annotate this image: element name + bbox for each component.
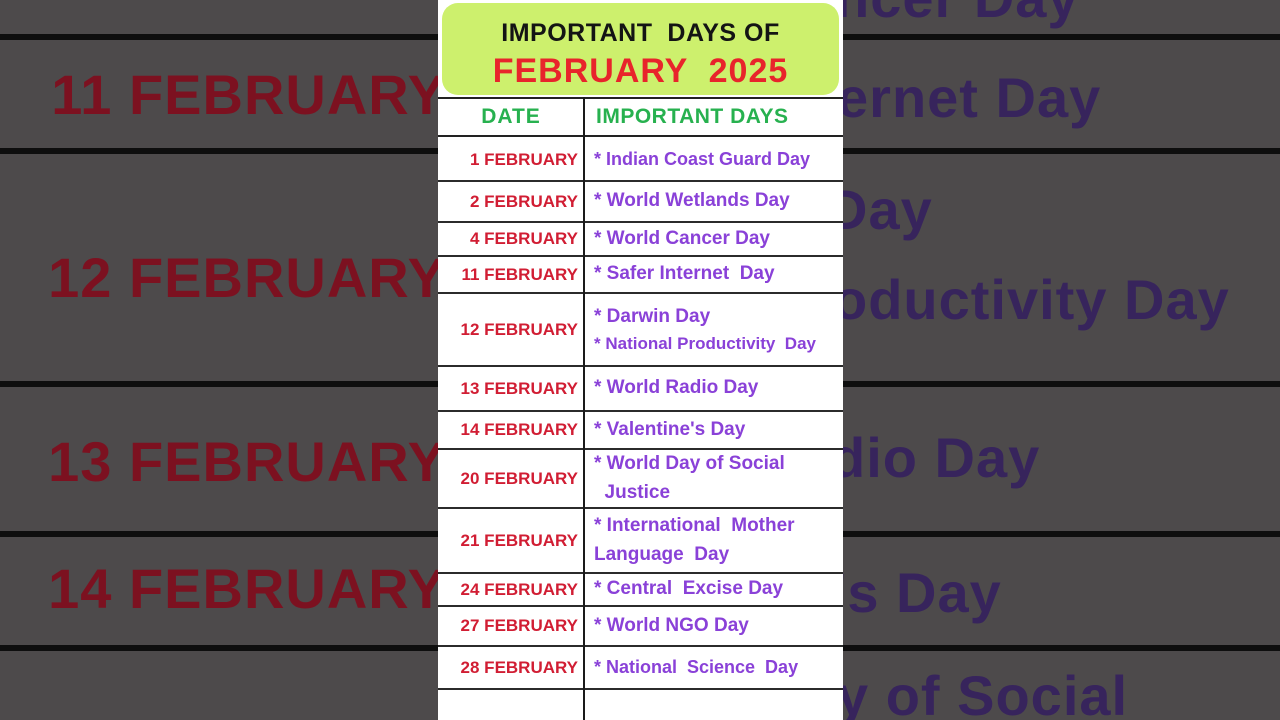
days-cell: * Indian Coast Guard Day <box>584 139 843 180</box>
table-row: 1 FEBRUARY * Indian Coast Guard Day <box>438 139 843 182</box>
title-line-1: IMPORTANT DAYS OF <box>501 19 780 47</box>
background-day-fragment: dio Day <box>843 426 1041 489</box>
table-row: 20 FEBRUARY * World Day of Social Justice <box>438 450 843 509</box>
title-card: IMPORTANT DAYS OF FEBRUARY 2025 <box>442 3 839 95</box>
date-cell: 27 FEBRUARY <box>460 616 578 635</box>
background-date-fragment: 11 FEBRUARY <box>51 63 438 126</box>
days-cell: * International Mother Language Day <box>584 509 843 572</box>
day-line: * National Productivity Day <box>594 334 816 353</box>
days-cell <box>584 690 843 720</box>
background-day-fragment: oductivity Day <box>843 268 1230 331</box>
column-header-date: DATE <box>481 105 541 128</box>
table-row: 13 FEBRUARY * World Radio Day <box>438 367 843 412</box>
table-row: 27 FEBRUARY * World NGO Day <box>438 607 843 647</box>
background-day-fragment: ernet Day <box>843 66 1102 129</box>
background-date-fragment: 13 FEBRUARY <box>48 430 438 493</box>
table-row: 28 FEBRUARY * National Science Day <box>438 647 843 690</box>
days-cell: * World Wetlands Day <box>584 182 843 221</box>
table-row: 4 FEBRUARY * World Cancer Day <box>438 223 843 257</box>
table-header-row: DATE IMPORTANT DAYS <box>438 97 843 137</box>
background-day-fragment: y of Social <box>843 664 1129 720</box>
table-row <box>438 690 843 720</box>
background-divider-line <box>0 645 438 651</box>
background-divider-line <box>0 531 438 537</box>
days-cell: * World NGO Day <box>584 607 843 645</box>
background-right-panel: ncer Day ernet Day Day oductivity Day di… <box>843 0 1280 720</box>
background-divider-line <box>843 381 1280 387</box>
day-line: * World Day of Social <box>594 453 785 474</box>
background-divider-line <box>0 148 438 154</box>
day-line: * World Radio Day <box>594 377 759 399</box>
date-cell: 2 FEBRUARY <box>470 191 578 211</box>
day-line: * World Cancer Day <box>594 227 770 249</box>
table-row: 21 FEBRUARY * International Mother Languag… <box>438 509 843 574</box>
day-line: * Darwin Day <box>594 305 711 327</box>
background-divider-line <box>843 531 1280 537</box>
days-cell: * National Science Day <box>584 647 843 688</box>
date-cell: 21 FEBRUARY <box>460 530 578 550</box>
day-line: * National Science Day <box>594 657 799 677</box>
table-body: 1 FEBRUARY * Indian Coast Guard Day 2 FEBR… <box>438 139 843 720</box>
background-divider-line <box>843 148 1280 154</box>
date-cell: 12 FEBRUARY <box>460 319 578 339</box>
day-line: * Central Excise Day <box>594 578 784 600</box>
days-cell: * Darwin Day * National Productivity Day <box>584 294 843 365</box>
date-cell: 4 FEBRUARY <box>470 229 578 248</box>
table-row: 24 FEBRUARY * Central Excise Day <box>438 574 843 607</box>
background-date-fragment: 14 FEBRUARY <box>48 557 438 620</box>
day-line: Language Day <box>594 543 730 565</box>
day-line: * World Wetlands Day <box>594 190 790 212</box>
date-cell: 28 FEBRUARY <box>460 657 578 677</box>
background-divider-line <box>843 645 1280 651</box>
day-line: * International Mother <box>594 515 795 536</box>
day-line: Justice <box>594 481 671 503</box>
days-cell: * Central Excise Day <box>584 574 843 605</box>
days-cell: * World Radio Day <box>584 367 843 410</box>
table-row: 12 FEBRUARY * Darwin Day * National Produc… <box>438 294 843 367</box>
background-divider-line <box>0 381 438 387</box>
column-header-important-days: IMPORTANT DAYS <box>596 105 789 128</box>
days-cell: * Valentine's Day <box>584 412 843 448</box>
table-row: 2 FEBRUARY * World Wetlands Day <box>438 182 843 223</box>
date-cell <box>438 690 584 720</box>
date-cell: 1 FEBRUARY <box>470 149 578 169</box>
background-day-fragment: Day <box>843 178 933 241</box>
days-cell: * Safer Internet Day <box>584 257 843 292</box>
date-cell: 13 FEBRUARY <box>460 378 578 398</box>
day-line: * Valentine's Day <box>594 418 746 440</box>
background-date-fragment: 12 FEBRUARY <box>48 246 438 309</box>
date-cell: 11 FEBRUARY <box>461 264 578 284</box>
day-line: * World NGO Day <box>594 614 749 636</box>
day-line: * Safer Internet Day <box>594 263 775 285</box>
date-cell: 20 FEBRUARY <box>460 468 578 488</box>
days-cell: * World Day of Social Justice <box>584 450 843 507</box>
background-day-fragment: ncer Day <box>843 0 1080 26</box>
background-left-panel: 11 FEBRUARY 12 FEBRUARY 13 FEBRUARY 14 F… <box>0 0 438 720</box>
day-line: * Indian Coast Guard Day <box>594 149 811 169</box>
background-day-fragment: 's Day <box>843 561 1002 624</box>
background-divider-line <box>0 34 438 40</box>
main-panel: IMPORTANT DAYS OF FEBRUARY 2025 DATE IMP… <box>438 0 843 720</box>
table-row: 14 FEBRUARY * Valentine's Day <box>438 412 843 450</box>
title-line-2: FEBRUARY 2025 <box>492 52 789 90</box>
column-divider-line <box>583 97 585 720</box>
background-divider-line <box>843 34 1280 40</box>
days-cell: * World Cancer Day <box>584 223 843 255</box>
date-cell: 24 FEBRUARY <box>460 579 578 599</box>
table-row: 11 FEBRUARY * Safer Internet Day <box>438 257 843 294</box>
date-cell: 14 FEBRUARY <box>460 420 578 439</box>
